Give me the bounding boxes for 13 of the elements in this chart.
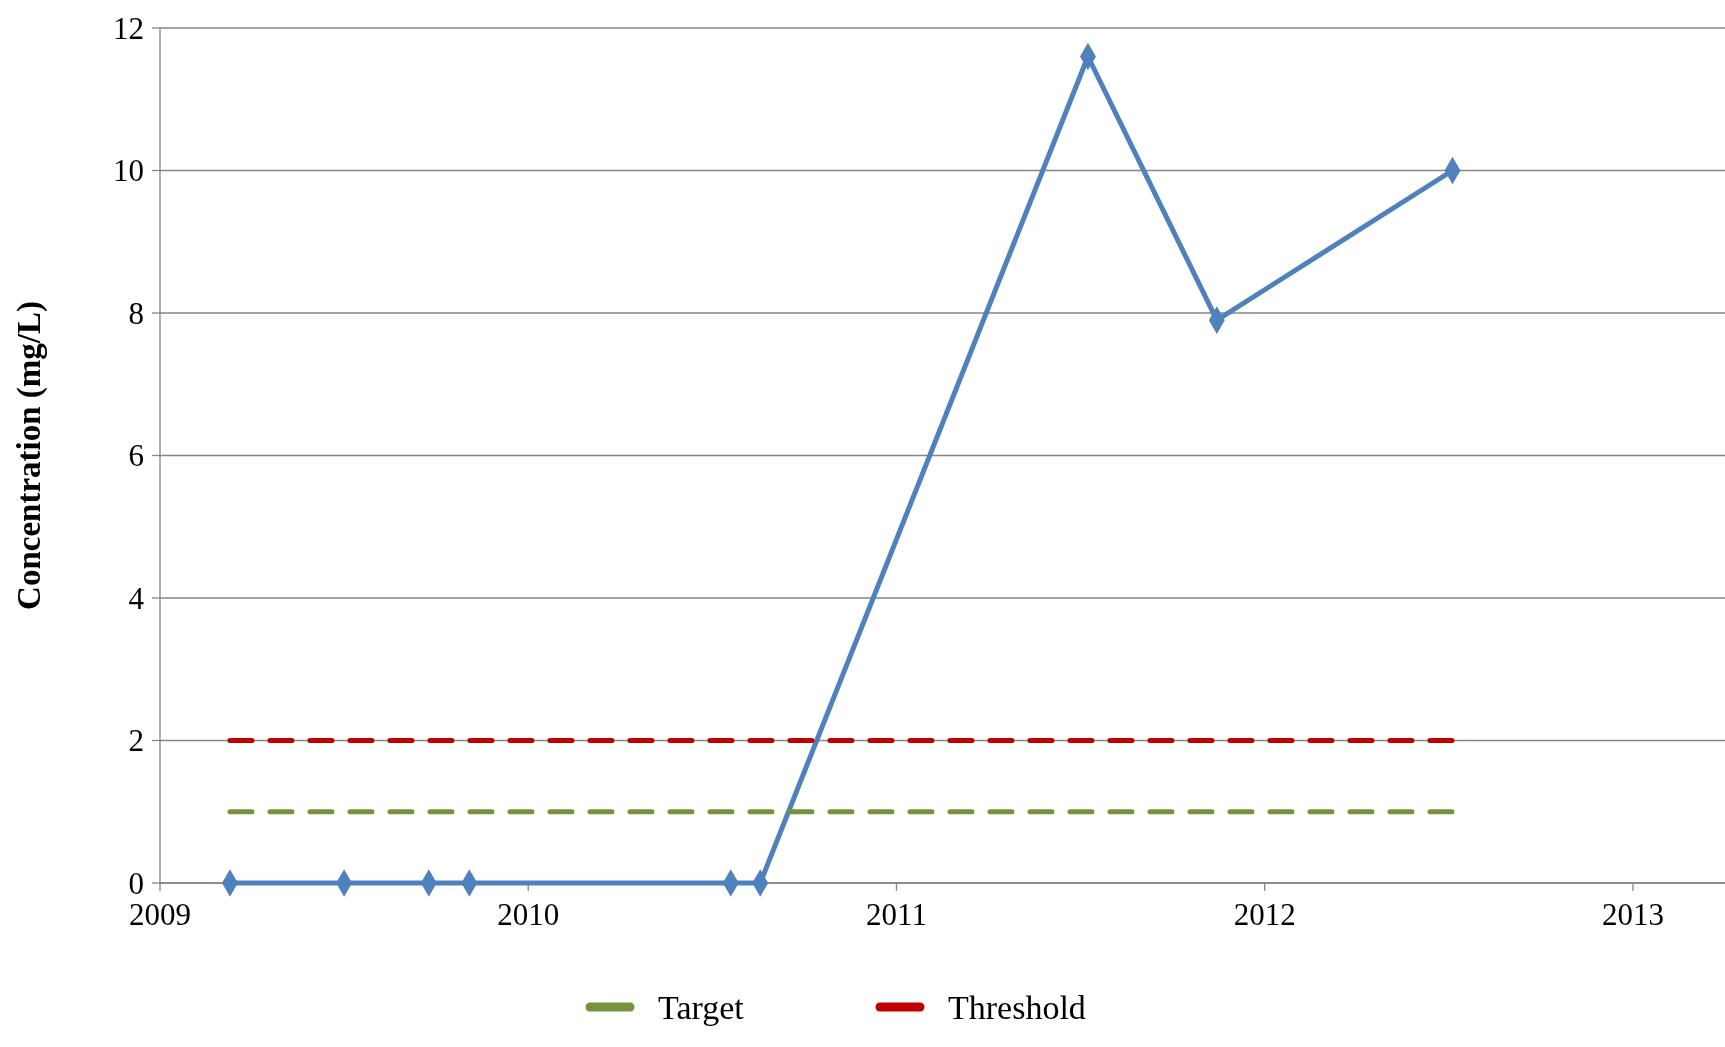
x-tick-label: 2010	[497, 897, 560, 932]
x-tick-label: 2011	[866, 897, 927, 932]
y-tick-label: 8	[128, 295, 144, 331]
y-tick-label: 10	[113, 153, 144, 189]
legend-label: Threshold	[948, 988, 1086, 1026]
x-tick-label: 2013	[1601, 897, 1664, 932]
y-tick-label: 6	[128, 438, 144, 474]
x-tick-label: 2012	[1233, 897, 1296, 932]
y-tick-label: 2	[128, 723, 144, 759]
y-tick-label: 12	[113, 10, 144, 46]
y-tick-label: 4	[128, 580, 145, 616]
legend-label: Target	[658, 988, 745, 1026]
y-axis-title: Concentration (mg/L)	[11, 301, 48, 610]
